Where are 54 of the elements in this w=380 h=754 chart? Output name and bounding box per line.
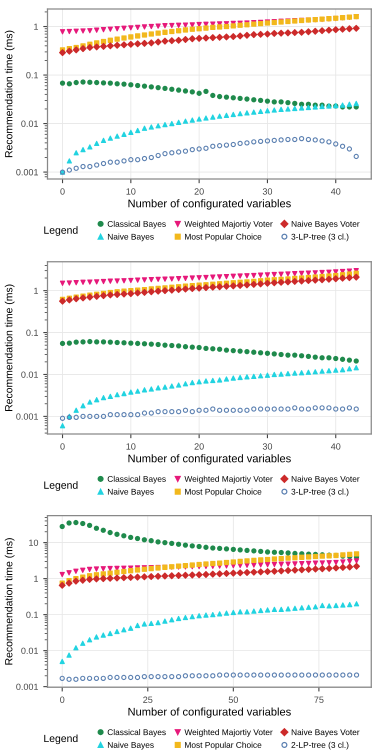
y-tick-label: 1 [34, 288, 38, 294]
legend-label: 3-LP-tree (3 cl.) [291, 488, 348, 496]
legend-label: Weighted Majortiy Voter [184, 220, 273, 229]
y-tick-label: 0.01 [21, 371, 38, 378]
y-tick-label: 1 [34, 576, 38, 582]
y-axis-title: Recommendation time (ms) [4, 538, 14, 665]
y-tick-label: 1 [34, 24, 38, 30]
legend-title: Legend [44, 481, 78, 491]
y-tick-label: 0.01 [21, 120, 38, 127]
x-tick-label: 10 [126, 188, 136, 195]
legend-label: 3-LP-tree (3 cl.) [291, 234, 348, 242]
legend-label: Naive Bayes Voter [292, 476, 360, 484]
x-axis-title: Number of configurated variables [128, 454, 291, 465]
legend-title: Legend [44, 734, 78, 744]
y-tick-label: 0.1 [26, 612, 38, 618]
x-tick-label: 50 [228, 696, 238, 703]
x-tick-label: 0 [60, 188, 65, 195]
legend-label: Most Popular Choice [185, 234, 262, 242]
y-tick-label: 0.001 [16, 413, 38, 420]
x-tick-label: 20 [194, 443, 204, 450]
x-tick-label: 20 [194, 188, 204, 195]
legend-label: Weighted Majortiy Voter [184, 476, 273, 484]
x-tick-label: 0 [60, 696, 64, 703]
legend-label: Naive Bayes Voter [292, 729, 360, 737]
y-tick-label: 0.1 [26, 330, 38, 336]
y-tick-label: 10 [29, 540, 38, 546]
y-tick-label: 0.001 [16, 169, 38, 176]
x-tick-label: 75 [314, 696, 324, 703]
legend-label: Naive Bayes Voter [292, 220, 360, 229]
x-tick-label: 30 [262, 443, 272, 450]
legend-label: Classical Bayes [108, 220, 166, 229]
legend-label: Classical Bayes [108, 729, 166, 737]
y-tick-label: 0.001 [16, 684, 38, 690]
legend-label: 2-LP-tree (3 cl.) [291, 742, 348, 750]
x-tick-label: 40 [330, 443, 340, 450]
legend-label: Most Popular Choice [185, 488, 262, 496]
x-tick-label: 10 [126, 443, 136, 450]
legend-label: Naive Bayes [108, 234, 154, 242]
x-tick-label: 0 [60, 443, 65, 450]
x-tick-label: 25 [143, 696, 152, 703]
x-tick-label: 30 [262, 188, 272, 195]
legend-label: Classical Bayes [108, 476, 166, 484]
legend-label: Most Popular Choice [185, 742, 262, 750]
x-axis-title: Number of configurated variables [128, 707, 291, 718]
legend-label: Weighted Majortiy Voter [184, 729, 273, 737]
y-tick-label: 0.01 [21, 648, 38, 654]
x-tick-label: 40 [330, 188, 340, 195]
y-axis-title: Recommendation time (ms) [4, 284, 14, 411]
legend-title: Legend [44, 226, 78, 236]
y-axis-title: Recommendation time (ms) [4, 30, 14, 158]
x-axis-title: Number of configurated variables [128, 199, 291, 210]
legend-label: Naive Bayes [108, 742, 154, 750]
legend-label: Naive Bayes [108, 488, 154, 496]
y-tick-label: 0.1 [26, 72, 38, 78]
